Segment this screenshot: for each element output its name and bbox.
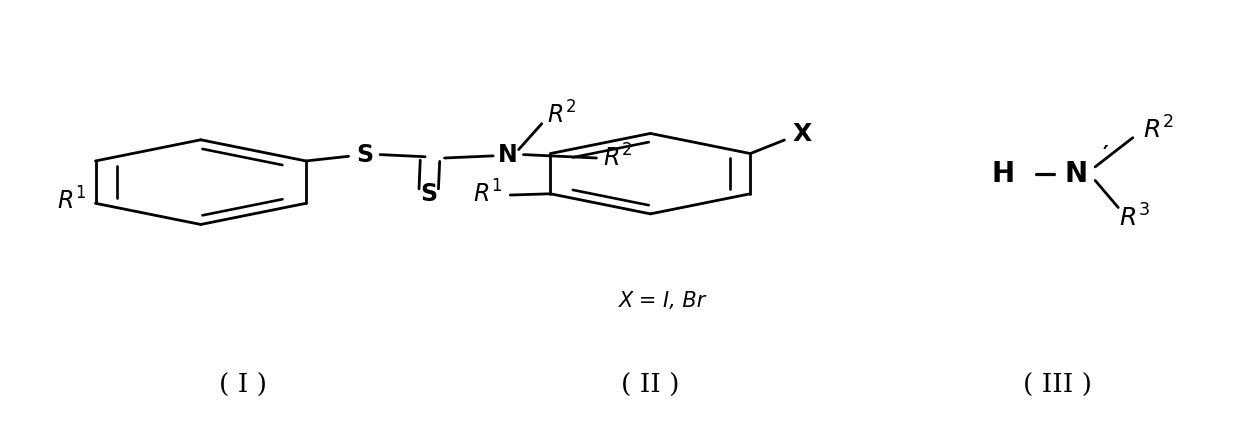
Text: X: X <box>794 122 812 146</box>
Text: ( II ): ( II ) <box>621 373 680 398</box>
Text: N: N <box>497 143 517 167</box>
Text: $R^1$: $R^1$ <box>57 187 86 215</box>
Text: $R^2$: $R^2$ <box>603 144 631 172</box>
Text: N: N <box>1064 160 1087 187</box>
Text: S: S <box>356 143 373 167</box>
Text: $R^3$: $R^3$ <box>1120 204 1151 232</box>
Text: $R^2$: $R^2$ <box>547 102 575 129</box>
Text: ′: ′ <box>1102 145 1109 165</box>
Text: $R^2$: $R^2$ <box>1142 117 1173 144</box>
Text: ( I ): ( I ) <box>219 373 268 398</box>
Text: ( III ): ( III ) <box>1023 373 1092 398</box>
Text: S: S <box>420 182 438 206</box>
Text: X = I, Br: X = I, Br <box>619 291 707 311</box>
Text: $R^1$: $R^1$ <box>472 180 502 207</box>
Text: H: H <box>991 160 1014 187</box>
